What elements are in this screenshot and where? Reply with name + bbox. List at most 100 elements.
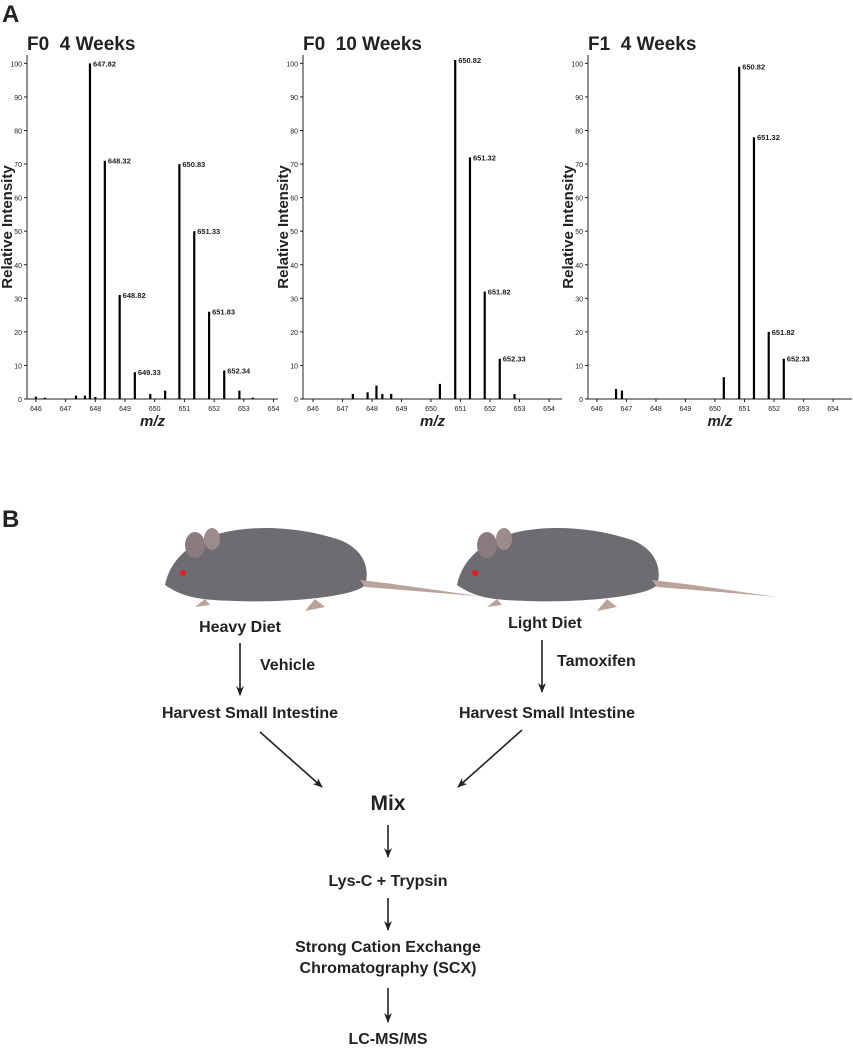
y-tick-label: 0 [579,397,583,404]
harvest-label: Harvest Small Intestine [162,705,338,722]
x-tick-label: 653 [238,406,250,413]
peak-label: 652.33 [503,355,526,364]
x-tick-label: 653 [798,406,810,413]
peak-label: 648.32 [108,157,131,166]
y-tick-label: 60 [14,196,22,203]
diet-label: Light Diet [508,615,582,632]
peak-label: 651.33 [197,227,220,236]
chart-title: F0 10 Weeks [303,34,422,55]
x-tick-label: 646 [591,406,603,413]
x-tick-label: 651 [179,406,191,413]
peak-label: 650.82 [458,56,481,65]
peak-label: 652.33 [787,355,810,364]
x-tick-label: 646 [30,406,42,413]
x-tick-label: 648 [650,406,662,413]
y-tick-label: 100 [286,61,298,68]
y-tick-label: 20 [575,330,583,337]
y-tick-label: 80 [575,129,583,136]
treatment-label: Tamoxifen [557,653,636,670]
x-tick-label: 651 [739,406,751,413]
y-tick-label: 50 [290,229,298,236]
y-tick-label: 100 [571,61,583,68]
y-axis-label: Relative Intensity [275,165,292,289]
y-tick-label: 60 [575,196,583,203]
peak-label: 651.82 [772,328,795,337]
y-tick-label: 100 [10,61,22,68]
x-axis-label: m/z [140,413,166,430]
x-tick-label: 653 [514,406,526,413]
peak-label: 650.83 [182,160,205,169]
x-tick-label: 647 [60,406,72,413]
y-tick-label: 50 [575,229,583,236]
analysis-label: LC-MS/MS [348,1031,427,1048]
x-tick-label: 648 [366,406,378,413]
y-tick-label: 90 [14,95,22,102]
y-tick-label: 20 [14,330,22,337]
x-tick-label: 648 [89,406,101,413]
fractionation-label: Strong Cation Exchange [295,939,481,956]
y-tick-label: 60 [290,196,298,203]
x-tick-label: 650 [709,406,721,413]
fractionation-label: Chromatography (SCX) [300,960,477,977]
y-axis-label: Relative Intensity [0,165,16,289]
harvest-label: Harvest Small Intestine [459,705,635,722]
peak-label: 651.32 [757,133,780,142]
x-tick-label: 646 [307,406,319,413]
peak-label: 651.82 [488,288,511,297]
x-tick-label: 647 [337,406,349,413]
y-tick-label: 90 [575,95,583,102]
x-axis-label: m/z [420,413,446,430]
y-tick-label: 30 [575,296,583,303]
peak-label: 651.83 [212,308,235,317]
peak-label: 651.32 [473,153,496,162]
diet-label: Heavy Diet [199,619,281,636]
x-tick-label: 649 [119,406,131,413]
mouse-image [165,528,485,611]
peak-label: 652.34 [227,366,251,375]
x-tick-label: 652 [768,406,780,413]
arrow [259,731,323,788]
x-tick-label: 649 [396,406,408,413]
panel-label: B [2,506,19,533]
y-tick-label: 20 [290,330,298,337]
x-tick-label: 654 [827,406,839,413]
chart-title: F1 4 Weeks [588,34,696,55]
y-tick-label: 40 [575,263,583,270]
y-tick-label: 10 [14,363,22,370]
y-tick-label: 0 [294,397,298,404]
x-tick-label: 654 [543,406,555,413]
y-tick-label: 10 [575,363,583,370]
x-tick-label: 647 [621,406,633,413]
mouse-image [457,528,777,611]
x-tick-label: 651 [455,406,467,413]
x-tick-label: 654 [268,406,280,413]
y-tick-label: 70 [290,162,298,169]
x-tick-label: 649 [680,406,692,413]
y-tick-label: 10 [290,363,298,370]
x-axis-label: m/z [707,413,733,430]
y-tick-label: 80 [14,129,22,136]
chart-title: F0 4 Weeks [27,34,135,55]
mix-label: Mix [370,792,405,815]
peak-label: 647.82 [93,59,116,68]
x-tick-label: 650 [425,406,437,413]
panel-label: A [2,1,19,28]
x-tick-label: 652 [484,406,496,413]
y-tick-label: 70 [14,162,22,169]
x-tick-label: 652 [208,406,220,413]
y-tick-label: 70 [575,162,583,169]
arrow [457,729,523,788]
y-tick-label: 0 [18,397,22,404]
treatment-label: Vehicle [260,657,315,674]
peak-label: 648.82 [123,291,146,300]
y-tick-label: 40 [290,263,298,270]
x-tick-label: 650 [149,406,161,413]
y-tick-label: 80 [290,129,298,136]
digest-label: Lys-C + Trypsin [329,873,448,890]
y-axis-label: Relative Intensity [560,165,577,289]
y-tick-label: 40 [14,263,22,270]
y-tick-label: 90 [290,95,298,102]
y-tick-label: 30 [290,296,298,303]
peak-label: 650.82 [742,63,765,72]
